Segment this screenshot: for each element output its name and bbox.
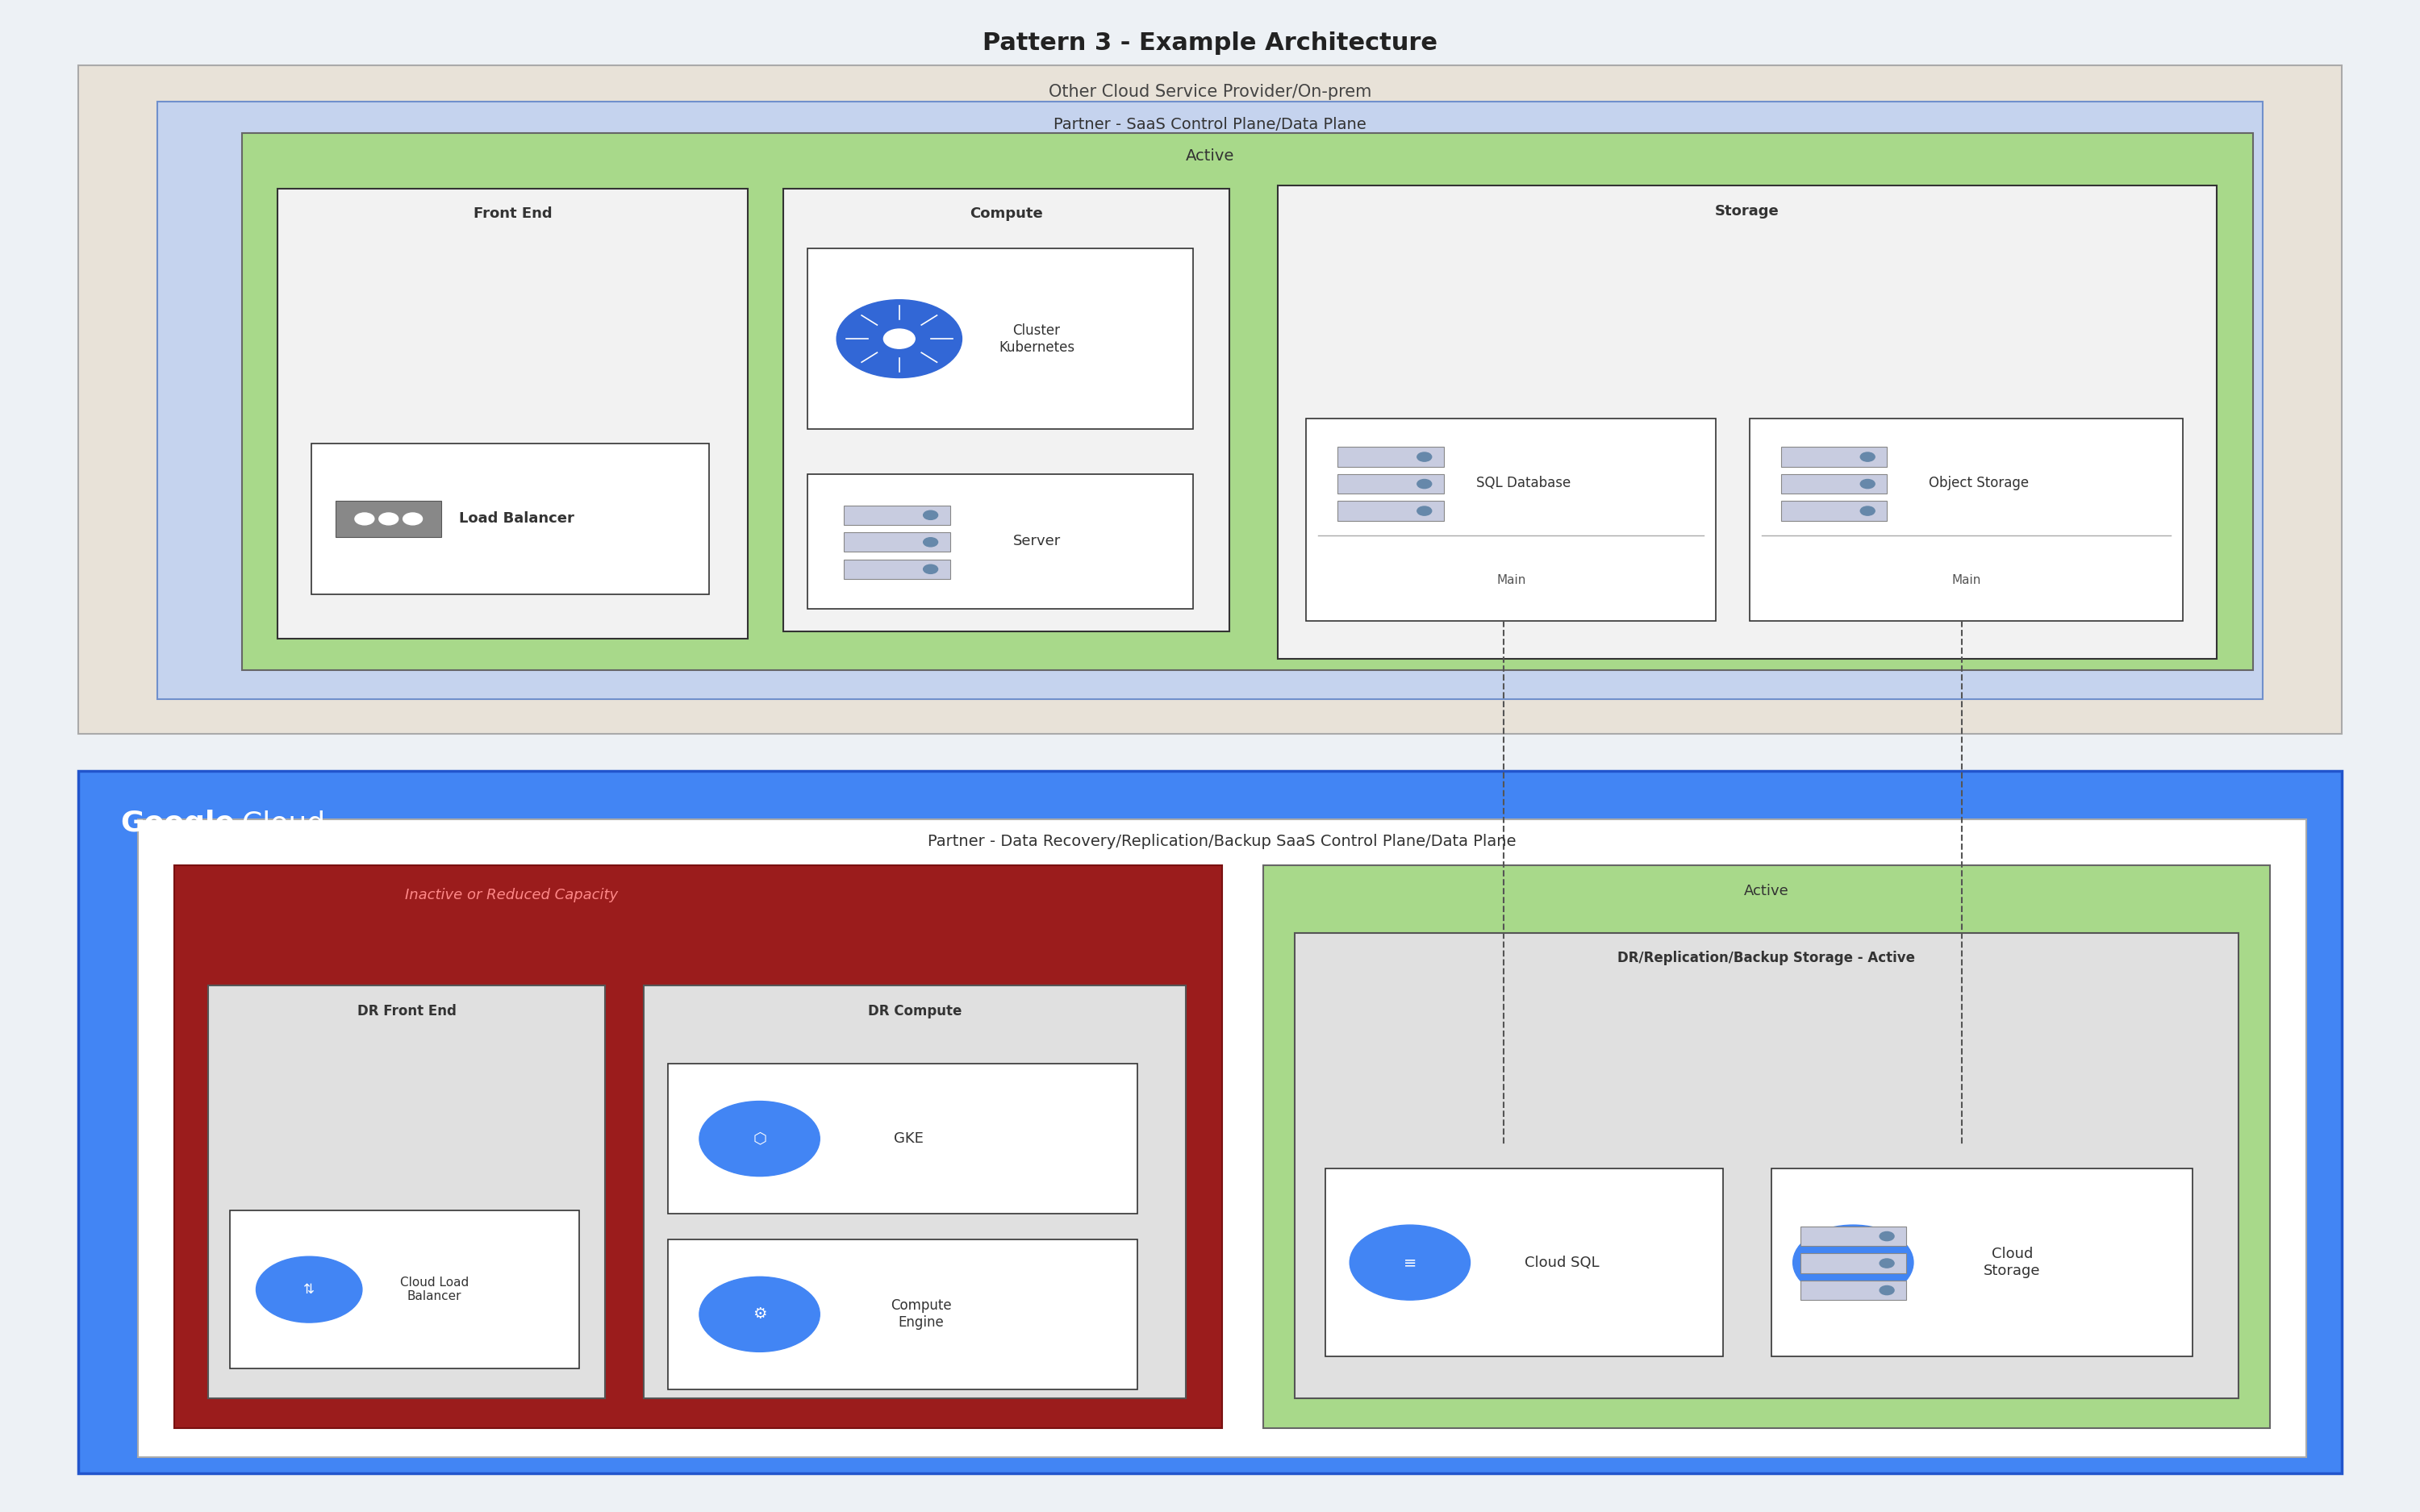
- Circle shape: [1350, 1225, 1471, 1300]
- Bar: [77, 65, 2343, 733]
- Bar: [1771, 1169, 2193, 1356]
- Text: Load Balancer: Load Balancer: [460, 511, 574, 526]
- Bar: [1750, 419, 2183, 621]
- Bar: [1338, 500, 1445, 520]
- Text: ⬡: ⬡: [753, 1131, 767, 1146]
- Bar: [845, 532, 949, 552]
- Bar: [208, 986, 605, 1399]
- Text: DR Compute: DR Compute: [869, 1004, 961, 1018]
- Bar: [1263, 865, 2270, 1429]
- Circle shape: [1418, 507, 1433, 516]
- Circle shape: [924, 511, 939, 520]
- Text: DR/Replication/Backup Storage - Active: DR/Replication/Backup Storage - Active: [1617, 951, 1914, 966]
- Circle shape: [924, 564, 939, 573]
- Circle shape: [404, 513, 424, 525]
- Bar: [77, 771, 2343, 1473]
- Text: Active: Active: [1186, 148, 1234, 163]
- Text: Cloud SQL: Cloud SQL: [1525, 1255, 1600, 1270]
- Bar: [668, 1240, 1137, 1390]
- Circle shape: [699, 1101, 820, 1176]
- Circle shape: [1880, 1232, 1895, 1241]
- Text: Active: Active: [1745, 883, 1788, 898]
- Bar: [808, 249, 1193, 429]
- Circle shape: [257, 1256, 363, 1323]
- Bar: [1781, 475, 1888, 493]
- Circle shape: [1880, 1259, 1895, 1267]
- Text: Google: Google: [121, 810, 235, 838]
- Text: Compute: Compute: [970, 207, 1043, 221]
- Text: Cloud Load
Balancer: Cloud Load Balancer: [399, 1276, 469, 1303]
- Text: DR Front End: DR Front End: [358, 1004, 457, 1018]
- Text: Server: Server: [1012, 534, 1060, 549]
- Bar: [845, 559, 949, 579]
- Circle shape: [837, 299, 961, 378]
- Text: Cloud
Storage: Cloud Storage: [1984, 1247, 2040, 1278]
- Text: Inactive or Reduced Capacity: Inactive or Reduced Capacity: [404, 888, 617, 903]
- Text: SQL Database: SQL Database: [1476, 476, 1571, 490]
- Bar: [1295, 933, 2238, 1399]
- Bar: [1338, 475, 1445, 493]
- Text: Cluster
Kubernetes: Cluster Kubernetes: [999, 324, 1074, 354]
- Bar: [1800, 1253, 1907, 1273]
- Circle shape: [1793, 1225, 1914, 1300]
- Text: Front End: Front End: [474, 207, 552, 221]
- Bar: [278, 189, 748, 640]
- Text: Partner - Data Recovery/Replication/Backup SaaS Control Plane/Data Plane: Partner - Data Recovery/Replication/Back…: [927, 835, 1517, 850]
- Bar: [1800, 1226, 1907, 1246]
- Bar: [1781, 448, 1888, 467]
- Bar: [845, 505, 949, 525]
- Bar: [1338, 448, 1445, 467]
- Text: Pattern 3 - Example Architecture: Pattern 3 - Example Architecture: [983, 32, 1437, 54]
- Bar: [138, 820, 2306, 1458]
- Text: Compute
Engine: Compute Engine: [891, 1299, 951, 1331]
- Text: Main: Main: [1496, 575, 1525, 587]
- Text: Cloud: Cloud: [242, 810, 324, 838]
- Text: Storage: Storage: [1716, 204, 1779, 218]
- Bar: [784, 189, 1229, 632]
- Bar: [1800, 1281, 1907, 1300]
- Bar: [157, 101, 2263, 699]
- Circle shape: [1861, 452, 1876, 461]
- Bar: [668, 1063, 1137, 1214]
- Text: ⇅: ⇅: [302, 1282, 315, 1297]
- Bar: [230, 1211, 578, 1368]
- Circle shape: [1418, 479, 1433, 488]
- Bar: [1326, 1169, 1723, 1356]
- Bar: [1278, 186, 2217, 658]
- Circle shape: [1861, 507, 1876, 516]
- Text: Main: Main: [1951, 575, 1982, 587]
- Circle shape: [924, 538, 939, 547]
- Text: Object Storage: Object Storage: [1929, 476, 2028, 490]
- Bar: [808, 473, 1193, 609]
- Circle shape: [1418, 452, 1433, 461]
- Bar: [1781, 500, 1888, 520]
- Circle shape: [356, 513, 375, 525]
- Text: Partner - SaaS Control Plane/Data Plane: Partner - SaaS Control Plane/Data Plane: [1053, 116, 1367, 132]
- Bar: [174, 865, 1222, 1429]
- Circle shape: [699, 1276, 820, 1352]
- Circle shape: [883, 330, 915, 349]
- Text: GKE: GKE: [893, 1131, 924, 1146]
- Circle shape: [1880, 1285, 1895, 1294]
- Text: Other Cloud Service Provider/On-prem: Other Cloud Service Provider/On-prem: [1048, 83, 1372, 100]
- Circle shape: [380, 513, 399, 525]
- Bar: [312, 445, 709, 594]
- Circle shape: [1861, 479, 1876, 488]
- Bar: [1307, 419, 1716, 621]
- Bar: [336, 500, 440, 537]
- Text: ⚙: ⚙: [753, 1306, 767, 1321]
- Text: ≡: ≡: [1404, 1255, 1416, 1270]
- Bar: [242, 133, 2253, 670]
- Bar: [644, 986, 1186, 1399]
